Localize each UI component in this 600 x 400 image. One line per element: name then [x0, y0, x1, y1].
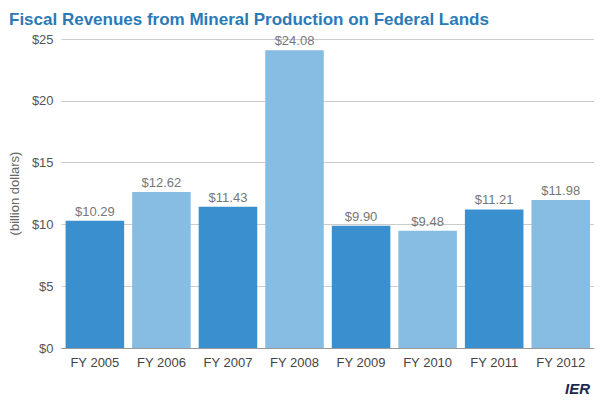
- svg-text:FY 2009: FY 2009: [337, 355, 386, 370]
- svg-text:$11.21: $11.21: [475, 192, 514, 207]
- svg-text:$15: $15: [32, 155, 54, 170]
- svg-text:$20: $20: [32, 93, 54, 108]
- svg-text:$24.08: $24.08: [275, 33, 315, 48]
- svg-text:FY 2007: FY 2007: [204, 355, 253, 370]
- svg-text:$12.62: $12.62: [142, 175, 182, 190]
- svg-text:FY 2005: FY 2005: [70, 355, 119, 370]
- svg-text:(billion dollars): (billion dollars): [7, 152, 22, 236]
- svg-text:FY 2010: FY 2010: [403, 355, 452, 370]
- svg-text:$11.43: $11.43: [209, 190, 248, 205]
- svg-text:FY 2011: FY 2011: [470, 355, 518, 370]
- svg-text:$25: $25: [32, 32, 54, 47]
- svg-text:IER: IER: [565, 380, 590, 397]
- svg-text:FY 2006: FY 2006: [137, 355, 186, 370]
- svg-text:$9.48: $9.48: [411, 214, 444, 229]
- svg-text:FY 2012: FY 2012: [536, 355, 585, 370]
- svg-text:$10.29: $10.29: [75, 204, 115, 219]
- svg-text:$11.98: $11.98: [541, 183, 580, 198]
- svg-text:$9.90: $9.90: [345, 209, 378, 224]
- svg-text:$5: $5: [39, 279, 53, 294]
- svg-text:$0: $0: [39, 341, 53, 356]
- svg-text:FY 2008: FY 2008: [270, 355, 319, 370]
- svg-text:Fiscal Revenues from Mineral P: Fiscal Revenues from Mineral Production …: [9, 10, 489, 29]
- svg-text:$10: $10: [32, 217, 54, 232]
